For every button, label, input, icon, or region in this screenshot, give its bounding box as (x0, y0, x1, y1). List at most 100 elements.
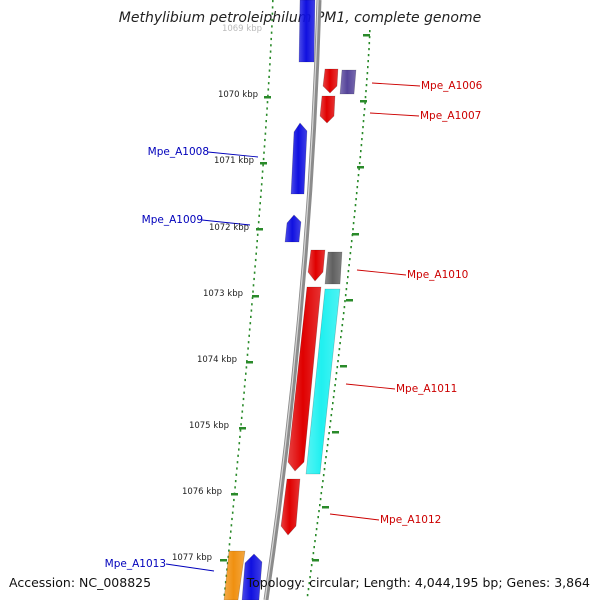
right-minor-tick (326, 444, 329, 447)
accession-text: Accession: NC_008825 (9, 575, 152, 590)
right-major-tick (346, 299, 353, 302)
right-minor-tick (362, 126, 364, 129)
backbone-line (263, 0, 322, 600)
left-minor-tick (240, 423, 242, 426)
right-minor-tick (310, 570, 312, 573)
left-minor-tick (263, 151, 265, 154)
left-minor-tick (269, 56, 271, 59)
right-minor-tick (327, 438, 330, 441)
right-minor-tick (365, 84, 368, 87)
right-major-tick (352, 233, 359, 236)
left-minor-tick (223, 593, 226, 596)
right-minor-tick (366, 78, 368, 81)
right-minor-tick (348, 264, 350, 267)
left-minor-tick (271, 6, 274, 9)
right-minor-tick (363, 114, 365, 117)
left-minor-tick (242, 404, 244, 407)
left-minor-tick (270, 44, 272, 47)
right-minor-tick (355, 192, 358, 195)
right-minor-tick (332, 402, 334, 405)
leader-mpe-a1008 (207, 151, 259, 158)
ruler-label-1074: 1074 kbp (197, 355, 237, 365)
leader-mpe-a1013 (165, 563, 215, 572)
left-major-tick (239, 427, 246, 430)
right-minor-tick (344, 300, 346, 303)
left-minor-tick (269, 63, 271, 66)
left-minor-tick (243, 385, 246, 388)
ruler-label-1073: 1073 kbp (203, 289, 243, 299)
right-minor-tick (342, 312, 345, 315)
ruler-label-1071: 1071 kbp (214, 156, 254, 166)
right-major-tick (360, 100, 367, 103)
left-minor-tick (262, 157, 265, 161)
left-minor-tick (261, 170, 264, 173)
left-major-tick (264, 96, 271, 99)
right-minor-tick (349, 252, 352, 255)
leader-mpe-a1006 (371, 82, 421, 87)
left-major-tick (246, 361, 253, 364)
left-minor-tick (265, 113, 268, 116)
left-minor-tick (255, 246, 258, 249)
left-major-tick (231, 493, 238, 496)
right-minor-tick (343, 306, 346, 309)
right-minor-tick (310, 564, 313, 567)
left-minor-tick (232, 505, 235, 508)
right-minor-tick (366, 72, 369, 75)
left-minor-tick (246, 353, 249, 356)
left-minor-tick (253, 271, 256, 274)
right-minor-tick (308, 582, 311, 585)
gene-label-mpe-a1010: Mpe_A1010 (407, 269, 468, 281)
gene-feature-mpe-a1013 (223, 550, 246, 600)
gene-feature-mpe-a1013b (241, 553, 263, 600)
right-minor-tick (334, 384, 336, 387)
right-minor-tick (349, 258, 351, 261)
left-minor-tick (252, 290, 254, 293)
right-minor-tick (360, 150, 362, 153)
left-minor-tick (245, 372, 247, 375)
right-minor-tick (323, 468, 326, 471)
genome-backbone (263, 0, 322, 600)
right-minor-tick (319, 504, 321, 507)
left-minor-tick (236, 467, 238, 470)
left-minor-tick (259, 202, 261, 205)
left-minor-tick (257, 221, 260, 224)
left-minor-tick (234, 486, 236, 489)
right-minor-tick (321, 486, 323, 489)
right-minor-tick (355, 198, 357, 201)
label-leader-lines (165, 82, 421, 572)
right-minor-tick (367, 60, 369, 63)
right-minor-tick (332, 396, 335, 399)
left-minor-tick (256, 240, 258, 243)
left-minor-tick (247, 341, 250, 344)
left-minor-tick (238, 448, 240, 451)
left-minor-tick (267, 94, 269, 97)
right-minor-tick (345, 288, 348, 291)
gene-feature-mpe-a1012 (280, 478, 301, 536)
right-minor-tick (333, 390, 336, 393)
left-minor-tick (231, 517, 233, 521)
ruler-label-1072: 1072 kbp (209, 223, 249, 233)
right-minor-tick (357, 180, 359, 183)
gene-feature-mpe-a1008 (290, 122, 308, 195)
ruler-label-1069: 1069 kbp (222, 24, 262, 34)
ruler-label-1077: 1077 kbp (172, 553, 212, 563)
right-minor-tick (363, 108, 366, 111)
left-minor-tick (254, 258, 257, 262)
right-minor-tick (322, 480, 324, 483)
right-minor-tick (346, 282, 348, 285)
right-major-tick (363, 34, 370, 37)
gene-label-mpe-a1009: Mpe_A1009 (142, 214, 203, 226)
gene-feature-mpe-a1009 (284, 214, 302, 243)
right-minor-tick (331, 408, 333, 411)
left-minor-tick (268, 69, 271, 72)
left-minor-tick (225, 574, 228, 577)
left-minor-tick (250, 309, 253, 312)
right-minor-tick (320, 492, 323, 495)
gene-feature-mpe-a1010 (307, 249, 326, 282)
right-major-tick (357, 166, 364, 169)
gene-label-mpe-a1012: Mpe_A1012 (380, 514, 441, 526)
right-minor-tick (354, 210, 356, 213)
left-minor-tick (251, 303, 253, 306)
left-minor-tick (242, 397, 245, 401)
